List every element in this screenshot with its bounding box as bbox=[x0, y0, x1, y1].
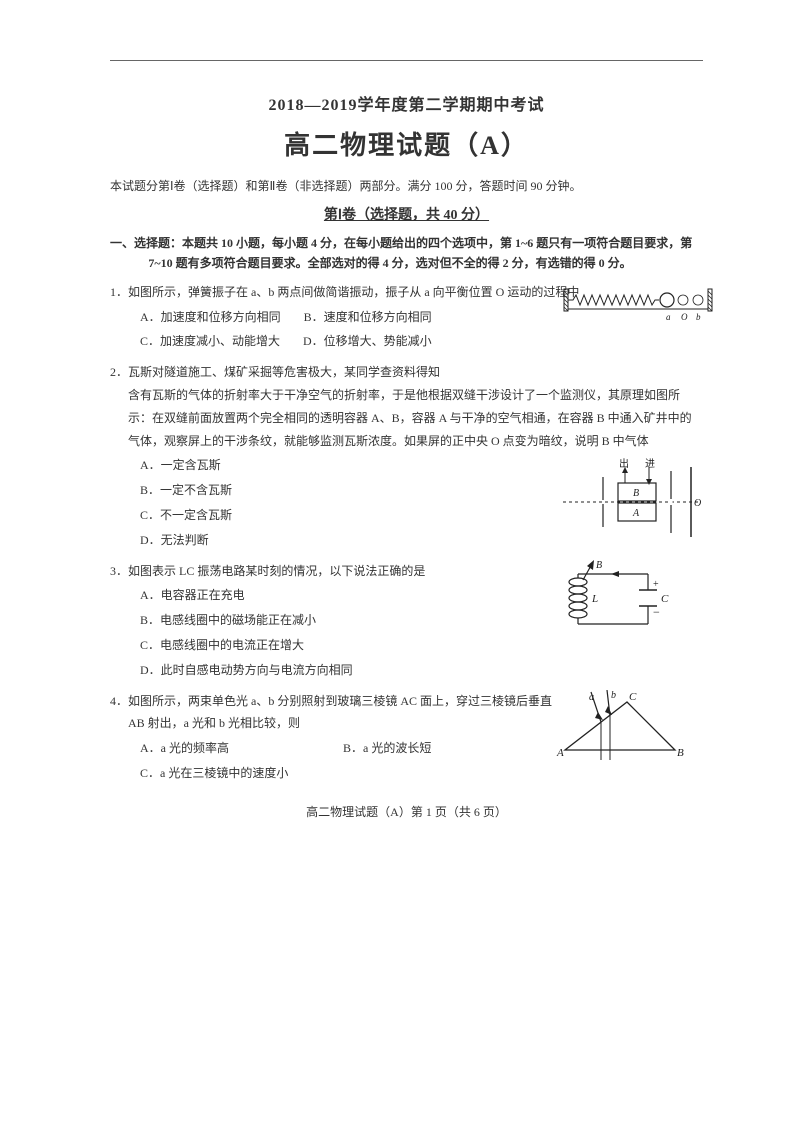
q3-label-plus: + bbox=[653, 579, 659, 590]
q4-option-b: B．a 光的波长短 bbox=[343, 737, 431, 760]
q2-label-screen-O: O bbox=[694, 498, 701, 509]
q1-label-a: a bbox=[666, 312, 671, 321]
section-1-heading: 第Ⅰ卷（选择题，共 40 分） bbox=[110, 204, 703, 224]
q4-label-ray-b: b bbox=[611, 690, 616, 701]
q4-label-C: C bbox=[629, 691, 637, 703]
q3-label-L: L bbox=[591, 593, 598, 605]
q2-label-in: 进 bbox=[645, 458, 655, 470]
q2-label-A: A bbox=[632, 508, 640, 519]
q2-figure: 出 进 B A O bbox=[563, 457, 703, 547]
q4-label-B: B bbox=[677, 747, 684, 759]
q3-option-d: D．此时自感电动势方向与电流方向相同 bbox=[140, 659, 703, 682]
q4-figure: A B C a b bbox=[555, 690, 685, 760]
q3-label-B: B bbox=[596, 560, 602, 571]
q2-stem1: 2．瓦斯对隧道施工、煤矿采掘等危害极大，某同学查资料得知 bbox=[110, 361, 703, 384]
exam-intro: 本试题分第Ⅰ卷（选择题）和第Ⅱ卷（非选择题）两部分。满分 100 分，答题时间 … bbox=[110, 176, 703, 196]
q2-label-B: B bbox=[633, 488, 639, 499]
exam-page: 2018—2019学年度第二学期期中考试 高二物理试题（A） 本试题分第Ⅰ卷（选… bbox=[0, 0, 793, 860]
exam-period-title: 2018—2019学年度第二学期期中考试 bbox=[110, 91, 703, 115]
question-3: 3．如图表示 LC 振荡电路某时刻的情况，以下说法正确的是 A．电容器正在充电 … bbox=[110, 560, 703, 682]
page-footer: 高二物理试题（A）第 1 页（共 6 页） bbox=[110, 803, 703, 820]
q3-label-C: C bbox=[661, 593, 669, 605]
q2-label-out: 出 bbox=[619, 457, 629, 470]
q1-option-a: A．加速度和位移方向相同 bbox=[140, 306, 281, 329]
question-1: 1．如图所示，弹簧振子在 a、b 两点间做简谐振动，振子从 a 向平衡位置 O … bbox=[110, 281, 703, 353]
section-1-instructions: 一、选择题：本题共 10 小题，每小题 4 分，在每小题给出的四个选项中，第 1… bbox=[110, 234, 703, 272]
exam-main-title: 高二物理试题（A） bbox=[110, 125, 703, 162]
q4-option-a: A．a 光的频率高 bbox=[140, 737, 320, 760]
question-4: 4．如图所示，两束单色光 a、b 分别照射到玻璃三棱镜 AC 面上，穿过三棱镜后… bbox=[110, 690, 703, 785]
q3-figure: B L bbox=[553, 560, 673, 640]
q1-figure: a O b bbox=[563, 287, 713, 317]
question-2: 2．瓦斯对隧道施工、煤矿采掘等危害极大，某同学查资料得知 含有瓦斯的气体的折射率… bbox=[110, 361, 703, 551]
q2-stem2: 含有瓦斯的气体的折射率大于干净空气的折射率，于是他根据双缝干涉设计了一个监测仪，… bbox=[110, 384, 703, 452]
q1-option-b: B．速度和位移方向相同 bbox=[304, 306, 432, 329]
q3-label-minus: − bbox=[653, 605, 660, 619]
q4-label-A: A bbox=[556, 747, 564, 759]
top-rule bbox=[110, 60, 703, 61]
q4-option-c: C．a 光在三棱镜中的速度小 bbox=[140, 762, 703, 785]
q1-label-b: b bbox=[696, 312, 701, 321]
q1-option-c: C．加速度减小、动能增大 bbox=[140, 330, 280, 353]
q1-label-O: O bbox=[681, 312, 688, 321]
q4-label-ray-a: a bbox=[589, 692, 594, 703]
q1-option-d: D．位移增大、势能减小 bbox=[303, 330, 432, 353]
